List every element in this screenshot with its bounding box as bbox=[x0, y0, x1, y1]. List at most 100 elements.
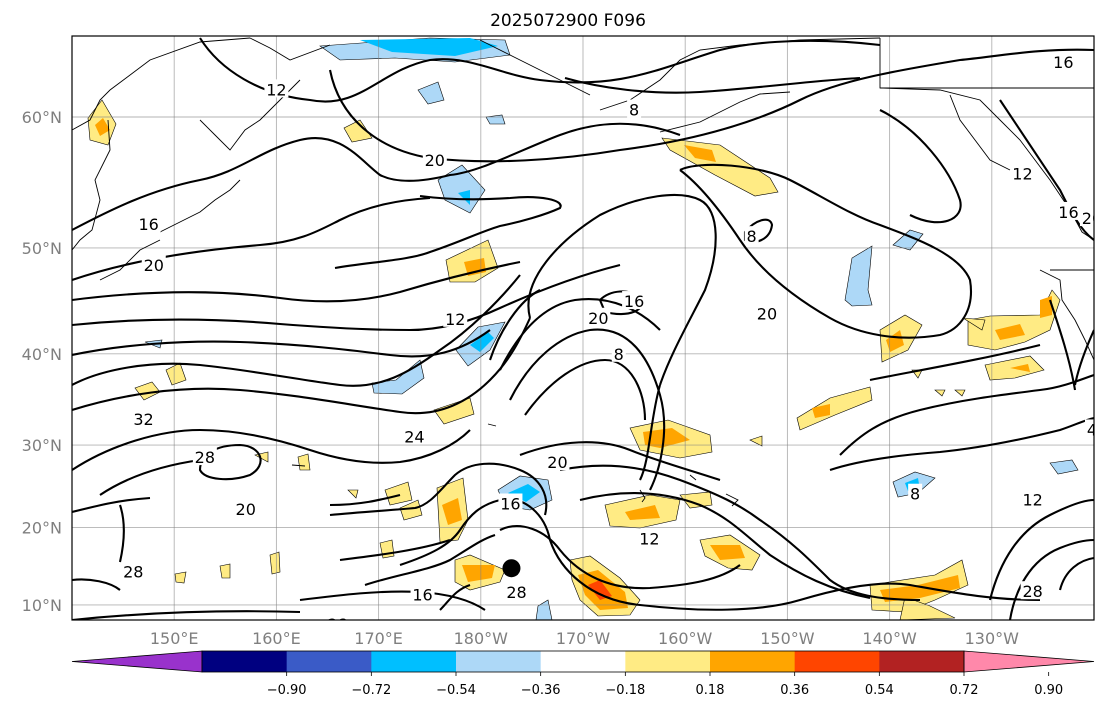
lat-tick-label: 60°N bbox=[22, 108, 62, 127]
colorbar-bin bbox=[879, 651, 965, 672]
contour-label-bg bbox=[121, 561, 146, 580]
contour-label: 12 bbox=[266, 80, 286, 99]
contour-label: 16 bbox=[1053, 53, 1073, 72]
colorbar-extend-low bbox=[71, 650, 203, 673]
contour-label-bg bbox=[504, 581, 529, 600]
lon-tick-label: 160°E bbox=[252, 629, 301, 648]
axis-tick-labels: 150°E 160°E 170°E 180°W 170°W 160°W 150°W 140°W… bbox=[22, 108, 1019, 648]
contour-label: 20 bbox=[236, 500, 256, 519]
lat-tick-label: 40°N bbox=[22, 345, 62, 364]
contour-label: 16 bbox=[500, 494, 520, 513]
colorbar-extend-high bbox=[963, 650, 1095, 673]
contour-label: 28 bbox=[506, 583, 526, 602]
contour-label-bg bbox=[402, 426, 427, 445]
contour-label: 20 bbox=[425, 151, 445, 170]
lat-tick-label: 50°N bbox=[22, 239, 62, 258]
contour-label: 16 bbox=[624, 292, 644, 311]
contour-label: 16 bbox=[412, 585, 432, 604]
contour-label-bg bbox=[586, 307, 611, 326]
lon-tick-label: 130°W bbox=[965, 629, 1020, 648]
contour-label: 12 bbox=[1023, 490, 1043, 509]
colorbar-bin bbox=[202, 651, 288, 672]
contour-label: 16 bbox=[138, 215, 158, 234]
contour-label-bg bbox=[1010, 163, 1035, 182]
shade-positive-strong bbox=[95, 118, 1052, 610]
lat-tick-label: 30°N bbox=[22, 436, 62, 455]
contour-label: 12 bbox=[445, 310, 465, 329]
colorbar-tick-label: −0.36 bbox=[521, 683, 561, 698]
contour-label: 4 bbox=[1087, 420, 1097, 439]
shade-negative bbox=[144, 37, 1079, 620]
contour-label-bg bbox=[1020, 581, 1045, 600]
map-title: 2025072900 F096 bbox=[490, 11, 646, 31]
contour-label: 32 bbox=[133, 410, 153, 429]
colorbar-bin bbox=[456, 651, 542, 672]
colorbar-tick-label: −0.54 bbox=[436, 683, 476, 698]
contour-label: 8 bbox=[910, 485, 920, 504]
contour-label-bg bbox=[498, 493, 523, 512]
colorbar-tick-label: 0.36 bbox=[780, 683, 809, 698]
lon-tick-label: 160°W bbox=[658, 629, 713, 648]
contour-label-bg bbox=[136, 214, 161, 233]
colorbar-bin bbox=[371, 651, 457, 672]
contour-label-bg bbox=[908, 483, 923, 502]
colorbar-bin bbox=[286, 651, 372, 672]
colorbar-tick-label: 0.54 bbox=[865, 683, 894, 698]
contour-label-bg bbox=[233, 499, 258, 518]
storm-center-marker bbox=[502, 559, 521, 578]
contour-label-bg bbox=[1079, 208, 1094, 227]
contour-label-bg bbox=[141, 255, 166, 274]
contour-label: 20 bbox=[144, 256, 164, 275]
contour-label-bg bbox=[744, 226, 759, 245]
colorbar-frame bbox=[201, 650, 965, 673]
colorbar-bin bbox=[540, 651, 626, 672]
contour-label-bg bbox=[622, 291, 647, 310]
contour-label-bg bbox=[545, 452, 570, 471]
contour-label-bg bbox=[627, 99, 642, 118]
lon-tick-label: 170°W bbox=[556, 629, 611, 648]
colorbar-tick-label: 0.90 bbox=[1034, 683, 1063, 698]
contour-label: 28 bbox=[195, 448, 215, 467]
contour-label: 8 bbox=[614, 345, 624, 364]
lon-tick-label: 150°E bbox=[150, 629, 199, 648]
contour-label: 24 bbox=[404, 427, 424, 446]
contour-label-bg bbox=[611, 343, 626, 362]
lat-tick-label: 20°N bbox=[22, 519, 62, 538]
colorbar-bin bbox=[710, 651, 796, 672]
lon-tick-label: 150°W bbox=[760, 629, 815, 648]
colorbar-tick-label: −0.90 bbox=[267, 683, 307, 698]
contour-label-bg bbox=[410, 584, 435, 603]
contour-label: 12 bbox=[1012, 164, 1032, 183]
contour-label-bg bbox=[192, 447, 217, 466]
contour-label-bg bbox=[264, 79, 289, 98]
contour-label-bg bbox=[754, 303, 779, 322]
contour-label: 8 bbox=[747, 227, 757, 246]
contour-label-bg bbox=[1020, 489, 1045, 508]
colorbar-tick-label: 0.72 bbox=[950, 683, 979, 698]
contour-label-bg bbox=[422, 149, 447, 168]
contour-label: 28 bbox=[123, 562, 143, 581]
lon-tick-label: 140°W bbox=[862, 629, 917, 648]
graticule bbox=[72, 36, 1094, 620]
lon-tick-label: 180°W bbox=[454, 629, 509, 648]
contour-label: 20 bbox=[547, 453, 567, 472]
colorbar: −0.90 −0.72 −0.54 −0.36 −0.18 0.18 0.36 0.54 0.7… bbox=[71, 650, 1095, 698]
lon-tick-label: 170°E bbox=[354, 629, 403, 648]
shade-positive bbox=[87, 99, 1061, 620]
map-frame bbox=[71, 35, 1095, 621]
contour-label: 20 bbox=[1082, 209, 1102, 228]
contour-label-bg bbox=[443, 308, 468, 327]
contour-label: 20 bbox=[588, 309, 608, 328]
colorbar-bin bbox=[794, 651, 880, 672]
colorbar-tick-label: 0.18 bbox=[696, 683, 725, 698]
contour-label: 16 bbox=[1058, 203, 1078, 222]
contour-label: 8 bbox=[629, 100, 639, 119]
contour-label-bg bbox=[1056, 201, 1081, 220]
contour-label: 12 bbox=[639, 530, 659, 549]
contour-label-bg bbox=[325, 613, 350, 620]
contour-label-bg bbox=[131, 408, 156, 427]
colorbar-tick-label: −0.72 bbox=[351, 683, 391, 698]
